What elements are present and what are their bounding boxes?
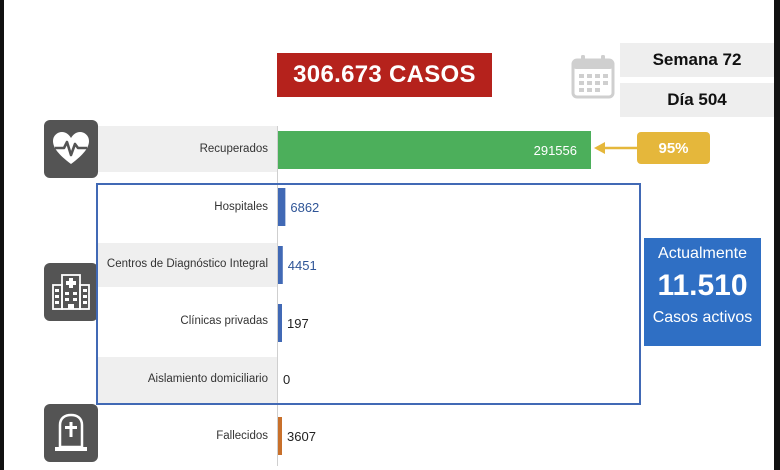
category-label-hospitales: Hospitales [214, 201, 268, 213]
left-edge [0, 0, 4, 470]
category-label-clinicas: Clínicas privadas [180, 315, 268, 327]
row-bg-recuperados [98, 126, 277, 172]
active-cases-box: Actualmente 11.510 Casos activos [644, 238, 761, 346]
row-bg-cdi [98, 243, 277, 287]
value-label-fallecidos: 3607 [287, 429, 316, 444]
right-edge [774, 0, 780, 470]
active-cases-subtitle: Casos activos [652, 309, 753, 326]
heart-pulse-icon [44, 120, 98, 178]
arrow-left-icon [594, 142, 640, 154]
tombstone-icon [44, 404, 98, 462]
week-counter: Semana 72 [620, 43, 774, 77]
active-cases-caption: Actualmente [658, 245, 747, 262]
value-label-recuperados: 291556 [534, 143, 577, 158]
day-counter: Día 504 [620, 83, 774, 117]
bar-fallecidos [278, 417, 282, 455]
active-cases-count: 11.510 [657, 269, 748, 302]
value-label-cdi: 4451 [288, 258, 317, 273]
bar-cdi [278, 246, 283, 284]
hospital-icon [44, 263, 98, 321]
category-label-recuperados: Recuperados [199, 143, 268, 155]
row-bg-aislamiento [98, 357, 277, 403]
calendar-icon [571, 55, 615, 99]
value-label-aislamiento: 0 [283, 372, 290, 387]
category-label-aislamiento: Aislamiento domiciliario [147, 373, 268, 385]
category-label-cdi: Centros de Diagnóstico Integral [106, 258, 268, 270]
value-label-clinicas: 197 [287, 316, 309, 331]
bar-clinicas [278, 304, 282, 342]
chart-axis-line [277, 126, 278, 466]
bar-hospitales [278, 188, 286, 226]
active-cases-frame [96, 183, 641, 405]
recovered-percent-badge: 95% [637, 132, 710, 164]
bar-recuperados [278, 131, 591, 169]
category-label-fallecidos: Fallecidos [216, 430, 268, 442]
total-cases-badge: 306.673 CASOS [277, 53, 492, 97]
value-label-hospitales: 6862 [290, 200, 319, 215]
